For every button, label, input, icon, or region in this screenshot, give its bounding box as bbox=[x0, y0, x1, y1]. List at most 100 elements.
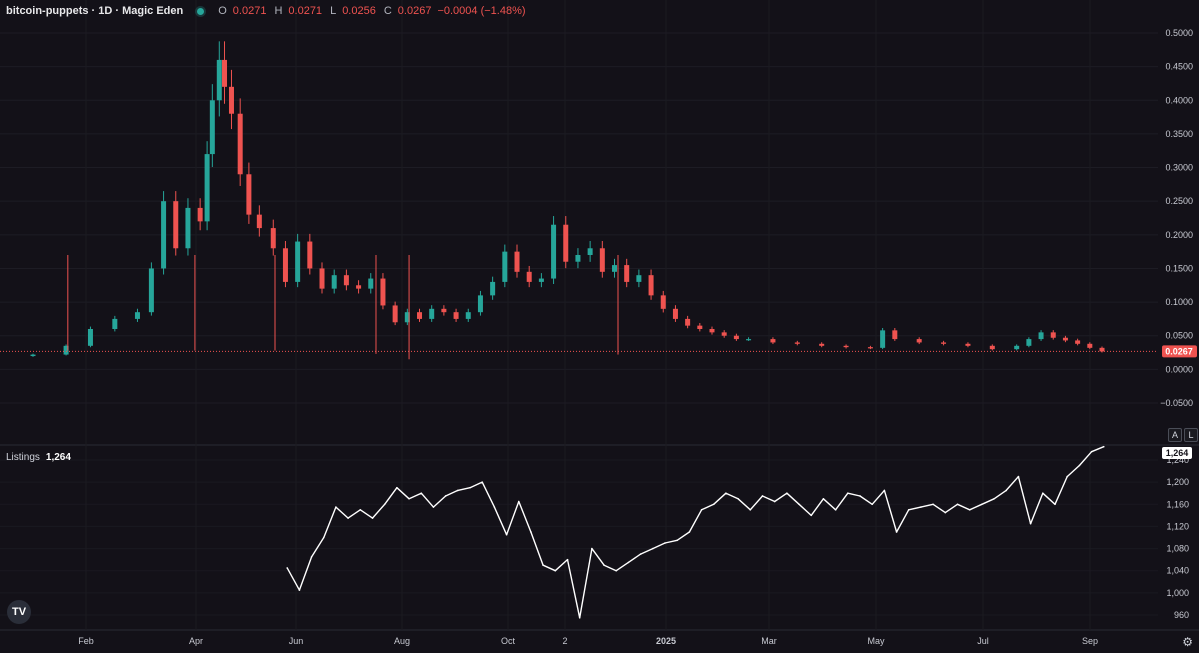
candle bbox=[880, 328, 886, 350]
listings-tick-label: 1,000 bbox=[1166, 588, 1189, 598]
candle-body bbox=[392, 305, 398, 323]
auto-scale-button[interactable]: A bbox=[1168, 428, 1182, 442]
listings-point bbox=[859, 495, 861, 497]
gear-icon[interactable]: ⚙ bbox=[1182, 635, 1193, 649]
listings-point bbox=[1066, 475, 1068, 478]
candle-body bbox=[30, 354, 36, 357]
listings-point bbox=[591, 547, 593, 550]
candle-body bbox=[1075, 340, 1081, 344]
listings-tick-label: 960 bbox=[1174, 610, 1189, 620]
time-axis: Feb Apr Jun Aug Oct 2 2025 Mar May Jul Sep bbox=[78, 636, 1098, 646]
listings-axis: 1,240 1,200 1,160 1,120 1,080 1,040 1,000 960 bbox=[1166, 455, 1189, 620]
candle bbox=[63, 344, 69, 356]
candle-body bbox=[563, 224, 569, 262]
candle-body bbox=[417, 312, 423, 319]
candle bbox=[916, 337, 922, 345]
listings-point bbox=[298, 589, 301, 591]
symbol-title[interactable]: bitcoin-puppets · 1D · Magic Eden bbox=[6, 5, 184, 17]
candle bbox=[477, 290, 483, 316]
time-label: Jul bbox=[977, 636, 989, 646]
candle-body bbox=[648, 275, 654, 296]
candle-body bbox=[441, 308, 447, 313]
candle-body bbox=[794, 342, 800, 344]
listings-tick-label: 1,120 bbox=[1166, 521, 1189, 531]
candle-body bbox=[1099, 347, 1105, 352]
listings-point bbox=[469, 486, 471, 489]
listings-point bbox=[834, 509, 837, 511]
candle bbox=[843, 344, 849, 349]
listings-point bbox=[895, 531, 898, 533]
listings-point bbox=[627, 561, 630, 564]
candle-body bbox=[1050, 332, 1056, 338]
high-label: H bbox=[274, 5, 283, 17]
candle-body bbox=[1014, 345, 1020, 350]
tradingview-logo-icon[interactable]: TV bbox=[7, 600, 31, 624]
candle-body bbox=[331, 275, 337, 289]
candle-body bbox=[185, 207, 191, 249]
candle bbox=[551, 216, 557, 284]
candle-body bbox=[356, 285, 362, 289]
candle bbox=[173, 191, 179, 256]
listings-point bbox=[603, 564, 605, 566]
listings-legend[interactable]: Listings 1,264 bbox=[6, 452, 71, 463]
candle bbox=[989, 344, 995, 351]
listings-point bbox=[505, 533, 508, 536]
candle-body bbox=[551, 224, 557, 279]
listings-point bbox=[396, 486, 398, 489]
candle-body bbox=[880, 330, 886, 348]
listings-point bbox=[1054, 503, 1056, 506]
candle-body bbox=[173, 201, 179, 249]
candle bbox=[965, 342, 971, 348]
price-tick-label: 0.4000 bbox=[1165, 95, 1193, 105]
candle bbox=[819, 342, 825, 348]
listings-point bbox=[956, 503, 959, 506]
candle bbox=[794, 340, 800, 346]
listings-point bbox=[749, 509, 752, 511]
listings-point bbox=[335, 506, 337, 508]
listings-point bbox=[993, 497, 995, 500]
price-tick-label: 0.3000 bbox=[1165, 163, 1193, 173]
candle bbox=[134, 308, 140, 322]
candle-body bbox=[112, 318, 118, 329]
listings-value: 1,264 bbox=[45, 452, 71, 463]
close-label: C bbox=[383, 5, 392, 17]
candle bbox=[148, 262, 154, 316]
candle-body bbox=[404, 312, 410, 323]
candle-body bbox=[685, 318, 691, 326]
candle-body bbox=[709, 329, 715, 333]
candle bbox=[453, 308, 459, 322]
listings-series bbox=[286, 445, 1105, 619]
time-label: Jun bbox=[289, 636, 304, 646]
candle-body bbox=[721, 332, 727, 336]
listings-point bbox=[542, 564, 544, 566]
candle-body bbox=[514, 251, 520, 272]
listings-point bbox=[371, 517, 374, 519]
log-scale-button[interactable]: L bbox=[1184, 428, 1198, 442]
listings-point bbox=[457, 489, 459, 492]
candle-body bbox=[270, 228, 276, 249]
time-label: Feb bbox=[78, 636, 94, 646]
close-value: 0.0267 bbox=[397, 5, 432, 17]
candle bbox=[599, 241, 605, 278]
candle-body bbox=[295, 241, 301, 282]
candle bbox=[563, 216, 569, 269]
price-tick-label: 0.1000 bbox=[1165, 297, 1193, 307]
change-value: −0.0004 (−1.48%) bbox=[437, 5, 526, 17]
price-tick-label: 0.4500 bbox=[1165, 62, 1193, 72]
candle bbox=[30, 353, 36, 357]
candle bbox=[307, 233, 313, 275]
listings-point bbox=[359, 509, 362, 511]
listings-point bbox=[798, 503, 800, 506]
candle bbox=[1026, 337, 1032, 348]
candle-body bbox=[770, 339, 776, 343]
listings-point bbox=[310, 556, 313, 558]
listings-tick-label: 1,200 bbox=[1166, 477, 1189, 487]
candle bbox=[733, 333, 739, 341]
candle bbox=[404, 308, 410, 326]
candle bbox=[246, 162, 252, 224]
listings-point bbox=[1078, 464, 1081, 467]
candle-body bbox=[526, 271, 532, 282]
listings-point bbox=[907, 509, 910, 511]
candle bbox=[282, 241, 288, 288]
